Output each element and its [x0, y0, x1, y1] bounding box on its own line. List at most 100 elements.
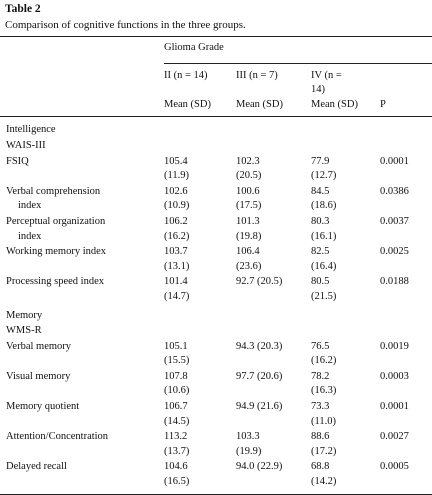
value-cell: 77.9 (12.7): [311, 154, 380, 184]
column-header: IV (n = 14): [311, 63, 380, 98]
value-line: (14.2): [311, 476, 337, 488]
value-cell: 76.5 (16.2): [311, 339, 380, 369]
table-title: Table 2: [5, 3, 41, 15]
column-header-line: II (n = 14): [164, 69, 208, 81]
value-cell: 94.9 (21.6): [236, 399, 311, 429]
value-cell: 105.1 (15.5): [164, 339, 236, 369]
row-label: Working memory index: [0, 244, 164, 274]
p-value: 0.0001: [380, 401, 409, 413]
row-label-line: Verbal comprehension: [6, 185, 101, 197]
column-header-line: IV (n =: [311, 69, 342, 81]
cell: [164, 138, 236, 154]
value-line: (11.9): [164, 170, 189, 182]
table-row: Visual memory 107.8 (10.6) 97.7 (20.6) 78.2 (…: [0, 369, 432, 399]
value-line: 88.6: [311, 431, 330, 443]
value-cell: 84.5 (18.6): [311, 184, 380, 214]
value-line: 107.8: [164, 370, 188, 382]
table-row: Memory: [0, 305, 432, 324]
row-label-line: WAIS-III: [6, 139, 46, 151]
value-line: 101.4: [164, 276, 188, 288]
cell: [311, 117, 380, 138]
table-row: Verbal comprehension index 102.6 (10.9) 100.…: [0, 184, 432, 214]
table-row: Memory quotient 106.7 (14.5) 94.9 (21.6) 73.…: [0, 399, 432, 429]
value-cell: 88.6 (17.2): [311, 429, 380, 459]
row-label-line: Verbal memory: [6, 340, 72, 352]
row-label: Memory quotient: [0, 399, 164, 429]
row-label-line: Memory quotient: [6, 401, 80, 413]
row-label: WAIS-III: [0, 138, 164, 154]
table-row: Delayed recall 104.6 (16.5) 94.0 (22.9) 68.8…: [0, 459, 432, 495]
row-label: Verbal comprehension index: [0, 184, 164, 214]
row-label-line: Processing speed index: [6, 276, 104, 288]
row-label-line: index: [18, 230, 42, 242]
row-label: Verbal memory: [0, 339, 164, 369]
column-header: II (n = 14): [164, 63, 236, 98]
value-cell: 92.7 (20.5): [236, 274, 311, 304]
value-line: 97.7 (20.6): [236, 370, 283, 382]
value-line: 104.6: [164, 461, 188, 473]
value-line: 73.3: [311, 401, 330, 413]
row-label: Memory: [0, 305, 164, 324]
header-row: Mean (SD) Mean (SD) Mean (SD) P: [0, 97, 432, 118]
cell: [236, 305, 311, 324]
p-value: 0.0188: [380, 276, 409, 288]
value-line: 106.4: [236, 246, 260, 258]
value-line: (16.2): [164, 230, 190, 242]
cell: [236, 323, 311, 339]
row-label: Intelligence: [0, 117, 164, 138]
cell: [380, 305, 432, 324]
p-value: 0.0386: [380, 185, 409, 197]
value-line: 92.7 (20.5): [236, 276, 283, 288]
cell: [0, 97, 164, 118]
p-value: 0.0027: [380, 431, 409, 443]
value-line: (20.5): [236, 170, 262, 182]
value-cell: 101.4 (14.7): [164, 274, 236, 304]
value-line: (10.9): [164, 200, 190, 212]
value-line: 102.3: [236, 155, 260, 167]
cell: [311, 323, 380, 339]
p-value: 0.0001: [380, 155, 409, 167]
value-line: (16.4): [311, 260, 337, 272]
p-value: 0.0019: [380, 340, 409, 352]
p-value: 0.0003: [380, 370, 409, 382]
row-label: Perceptual organization index: [0, 214, 164, 244]
value-line: 103.3: [236, 431, 260, 443]
value-line: (23.6): [236, 260, 262, 272]
value-line: 80.5: [311, 276, 330, 288]
value-line: (12.7): [311, 170, 337, 182]
value-cell: 106.4 (23.6): [236, 244, 311, 274]
stat-header: Mean (SD): [236, 97, 311, 118]
value-line: (16.5): [164, 476, 190, 488]
cell: [311, 138, 380, 154]
row-label-line: Memory: [6, 309, 43, 321]
row-label-line: Perceptual organization: [6, 215, 106, 227]
value-line: (18.6): [311, 200, 337, 212]
cell: [0, 36, 164, 64]
value-cell: 97.7 (20.6): [236, 369, 311, 399]
cell: [380, 117, 432, 138]
value-line: (16.3): [311, 385, 337, 397]
value-line: 105.4: [164, 155, 188, 167]
value-line: 78.2: [311, 370, 330, 382]
value-line: (15.5): [164, 355, 190, 367]
value-line: (16.1): [311, 230, 337, 242]
value-line: (14.7): [164, 290, 190, 302]
value-cell: 68.8 (14.2): [311, 459, 380, 495]
header-row: II (n = 14) III (n = 7) IV (n = 14): [0, 63, 432, 98]
value-line: 100.6: [236, 185, 260, 197]
column-header: III (n = 7): [236, 63, 311, 98]
column-header-line: 14): [311, 84, 325, 96]
row-label-line: WMS-R: [6, 325, 42, 337]
value-cell: 103.7 (13.1): [164, 244, 236, 274]
value-cell: 106.7 (14.5): [164, 399, 236, 429]
table-caption: Comparison of cognitive functions in the…: [5, 19, 246, 31]
row-label: Delayed recall: [0, 459, 164, 495]
cell: [164, 117, 236, 138]
cell: [311, 305, 380, 324]
stat-header: Mean (SD): [311, 97, 380, 118]
value-cell: 94.3 (20.3): [236, 339, 311, 369]
value-cell: 103.3 (19.9): [236, 429, 311, 459]
value-line: (13.1): [164, 260, 190, 272]
row-label-line: Working memory index: [6, 246, 107, 258]
value-line: 80.3: [311, 215, 330, 227]
